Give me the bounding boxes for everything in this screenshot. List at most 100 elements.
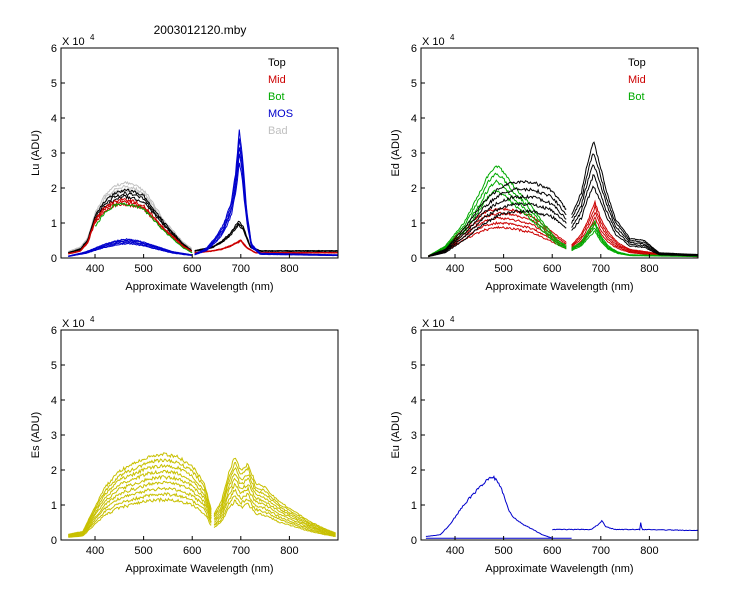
series-es-line bbox=[68, 475, 212, 537]
y-tick-label: 6 bbox=[51, 325, 57, 337]
series-mos-line bbox=[194, 162, 338, 257]
y-multiplier: X 10 bbox=[422, 318, 445, 330]
series-mos-line bbox=[194, 147, 338, 256]
y-tick-label: 5 bbox=[51, 78, 57, 90]
x-tick-label: 700 bbox=[232, 263, 250, 275]
series-top-line bbox=[194, 220, 338, 252]
x-tick-label: 800 bbox=[640, 263, 658, 275]
series-bot-line bbox=[95, 202, 193, 254]
series-eu-line bbox=[552, 519, 698, 532]
axes-frame bbox=[60, 47, 339, 259]
y-multiplier: X 10 bbox=[422, 36, 445, 48]
y-exponent: 4 bbox=[450, 315, 455, 324]
x-axis-label: Approximate Wavelength (nm) bbox=[485, 563, 633, 575]
y-exponent: 4 bbox=[90, 33, 95, 42]
y-axis-label: Lu (ADU) bbox=[30, 130, 42, 176]
plot-area-ed bbox=[428, 141, 698, 258]
x-tick-label: 500 bbox=[494, 545, 512, 557]
y-tick-label: 1 bbox=[51, 218, 57, 230]
series-bad-line bbox=[68, 181, 193, 252]
series-es-line bbox=[213, 457, 336, 534]
x-tick-label: 500 bbox=[134, 263, 152, 275]
y-axis-label: Ed (ADU) bbox=[390, 129, 402, 176]
series-es-line bbox=[213, 488, 336, 537]
legend-bad: Bad bbox=[268, 125, 288, 137]
series-es-line bbox=[213, 495, 336, 537]
legend-mid: Mid bbox=[268, 74, 286, 86]
x-axis-label: Approximate Wavelength (nm) bbox=[125, 281, 273, 293]
x-axis-label: Approximate Wavelength (nm) bbox=[125, 563, 273, 575]
series-es-line bbox=[213, 466, 336, 535]
series-top-line bbox=[428, 194, 567, 257]
y-tick-label: 1 bbox=[51, 500, 57, 512]
plot-area-eu bbox=[425, 475, 698, 539]
y-tick-label: 5 bbox=[411, 360, 417, 372]
series-bot-line bbox=[428, 165, 567, 257]
y-tick-label: 4 bbox=[51, 113, 57, 125]
series-es-line bbox=[68, 497, 212, 538]
x-tick-label: 600 bbox=[183, 545, 201, 557]
series-es-line bbox=[213, 477, 336, 536]
x-tick-label: 700 bbox=[592, 263, 610, 275]
y-tick-label: 0 bbox=[51, 535, 57, 547]
series-es-line bbox=[68, 463, 212, 536]
y-tick-label: 4 bbox=[51, 395, 57, 407]
y-tick-label: 3 bbox=[411, 148, 417, 160]
legend-bot: Bot bbox=[268, 91, 285, 103]
series-mos-line bbox=[68, 238, 192, 257]
x-tick-label: 800 bbox=[640, 545, 658, 557]
series-mos-line bbox=[194, 129, 338, 256]
y-multiplier: X 10 bbox=[62, 36, 85, 48]
series-top-line bbox=[428, 187, 567, 257]
x-tick-label: 400 bbox=[446, 263, 464, 275]
series-es-line bbox=[213, 499, 336, 538]
series-mos-line bbox=[194, 153, 338, 256]
x-tick-label: 800 bbox=[280, 263, 298, 275]
panel-eu: 0 1 2 3 4 5 6 400 500 600 700 800 X 10 4 Approximate W… bbox=[390, 315, 699, 575]
series-es-line bbox=[68, 458, 212, 536]
series-es-line bbox=[213, 482, 336, 536]
panel-ed: 0 1 2 3 4 5 6 400 500 600 700 800 X 10 4 Approximate W… bbox=[390, 33, 699, 293]
series-top-line bbox=[571, 141, 698, 256]
series-top-line bbox=[428, 202, 567, 257]
legend-bot: Bot bbox=[628, 91, 645, 103]
y-exponent: 4 bbox=[450, 33, 455, 42]
y-tick-label: 4 bbox=[411, 395, 417, 407]
series-mos-line bbox=[194, 138, 338, 256]
legend-top: Top bbox=[628, 57, 646, 69]
y-axis-label: Eu (ADU) bbox=[390, 411, 402, 458]
series-mid-line bbox=[68, 199, 192, 255]
x-tick-label: 400 bbox=[446, 545, 464, 557]
y-tick-label: 4 bbox=[411, 113, 417, 125]
y-tick-label: 3 bbox=[51, 148, 57, 160]
figure-title: 2003012120.mby bbox=[154, 23, 247, 37]
y-axis-label: Es (ADU) bbox=[30, 412, 42, 458]
series-top-line bbox=[428, 209, 567, 258]
x-axis-label: Approximate Wavelength (nm) bbox=[485, 281, 633, 293]
series-top-line bbox=[428, 180, 567, 257]
series-es-line bbox=[68, 469, 212, 536]
series-mos-line bbox=[68, 242, 192, 257]
x-tick-label: 500 bbox=[134, 545, 152, 557]
panel-es: 0 1 2 3 4 5 6 400 500 600 700 800 X 10 4 Approximate W… bbox=[30, 315, 339, 575]
y-tick-label: 5 bbox=[411, 78, 417, 90]
y-tick-label: 0 bbox=[51, 253, 57, 265]
y-tick-label: 3 bbox=[51, 430, 57, 442]
y-tick-label: 1 bbox=[411, 500, 417, 512]
plot-area-lu bbox=[68, 129, 338, 257]
legend-mos: MOS bbox=[268, 108, 293, 120]
y-tick-label: 6 bbox=[51, 43, 57, 55]
x-tick-label: 500 bbox=[494, 263, 512, 275]
y-tick-label: 1 bbox=[411, 218, 417, 230]
series-es-line bbox=[213, 461, 336, 534]
series-es-line bbox=[213, 473, 336, 535]
series-mid-line bbox=[68, 197, 192, 255]
y-tick-label: 0 bbox=[411, 535, 417, 547]
series-es-line bbox=[68, 492, 212, 538]
x-tick-label: 400 bbox=[86, 263, 104, 275]
legend-mid: Mid bbox=[628, 74, 646, 86]
series-es-line bbox=[68, 486, 212, 538]
x-tick-label: 700 bbox=[592, 545, 610, 557]
plot-area-es bbox=[68, 452, 336, 538]
